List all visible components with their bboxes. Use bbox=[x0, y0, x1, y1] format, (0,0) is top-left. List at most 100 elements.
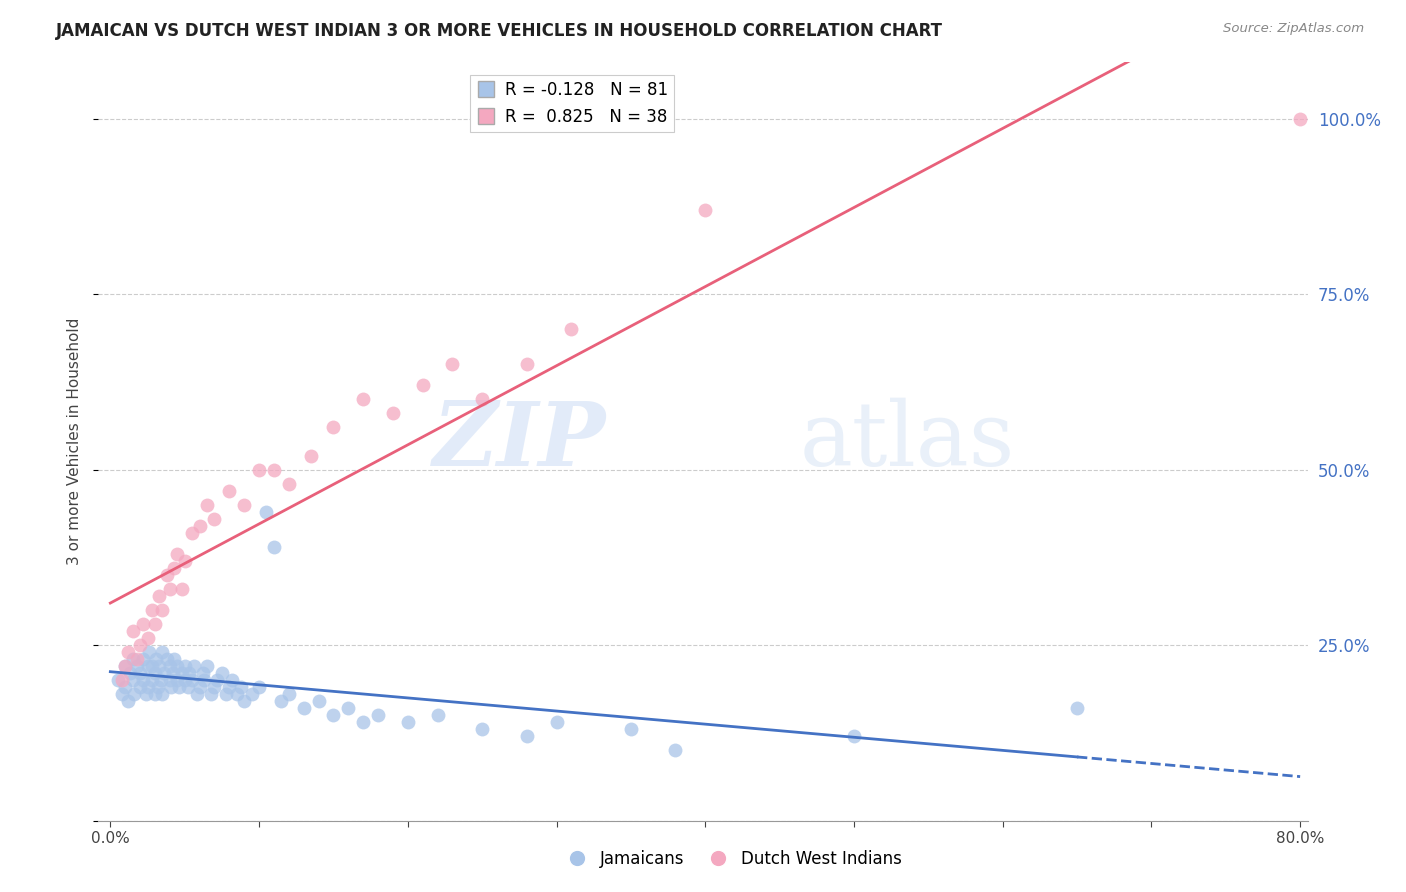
Point bbox=[200, 687, 222, 701]
Point bbox=[163, 561, 186, 575]
Point bbox=[277, 687, 299, 701]
Point bbox=[207, 673, 229, 688]
Point bbox=[441, 357, 464, 371]
Point bbox=[233, 498, 256, 512]
Point bbox=[256, 505, 278, 519]
Point bbox=[204, 680, 226, 694]
Point bbox=[132, 673, 155, 688]
Point bbox=[664, 743, 686, 757]
Point bbox=[141, 673, 163, 688]
Point bbox=[148, 659, 170, 673]
Point bbox=[181, 525, 204, 540]
Point bbox=[263, 462, 285, 476]
Point bbox=[156, 652, 179, 666]
Point bbox=[322, 708, 344, 723]
Point bbox=[150, 603, 173, 617]
Point bbox=[352, 392, 374, 407]
Point bbox=[129, 666, 152, 681]
Point bbox=[127, 652, 149, 666]
Point bbox=[173, 554, 195, 568]
Point bbox=[166, 673, 188, 688]
Point bbox=[176, 680, 198, 694]
Point bbox=[188, 518, 211, 533]
Point bbox=[233, 694, 256, 708]
Point bbox=[160, 680, 183, 694]
Point bbox=[117, 694, 139, 708]
Point bbox=[129, 680, 152, 694]
Point bbox=[516, 730, 538, 744]
Point bbox=[211, 666, 233, 681]
Point bbox=[173, 659, 195, 673]
Point bbox=[122, 687, 145, 701]
Point bbox=[132, 617, 155, 632]
Point bbox=[159, 673, 181, 688]
Point bbox=[136, 680, 159, 694]
Point bbox=[159, 582, 181, 596]
Point bbox=[179, 666, 201, 681]
Point bbox=[471, 392, 494, 407]
Point bbox=[620, 723, 643, 737]
Point bbox=[121, 673, 143, 688]
Point bbox=[170, 666, 193, 681]
Point bbox=[166, 547, 188, 561]
Point bbox=[143, 687, 166, 701]
Point bbox=[191, 666, 214, 681]
Point bbox=[146, 680, 169, 694]
Point bbox=[107, 673, 129, 688]
Point bbox=[173, 673, 195, 688]
Point bbox=[149, 673, 172, 688]
Point bbox=[166, 659, 188, 673]
Y-axis label: 3 or more Vehicles in Household: 3 or more Vehicles in Household bbox=[67, 318, 83, 566]
Point bbox=[132, 652, 155, 666]
Point bbox=[322, 420, 344, 434]
Point bbox=[186, 687, 208, 701]
Point bbox=[138, 645, 160, 659]
Point bbox=[218, 680, 240, 694]
Point bbox=[215, 687, 238, 701]
Point bbox=[156, 568, 179, 582]
Point bbox=[143, 617, 166, 632]
Point bbox=[167, 680, 190, 694]
Point bbox=[117, 645, 139, 659]
Point bbox=[183, 659, 205, 673]
Point bbox=[560, 322, 582, 336]
Point bbox=[181, 673, 204, 688]
Point bbox=[135, 687, 157, 701]
Text: JAMAICAN VS DUTCH WEST INDIAN 3 OR MORE VEHICLES IN HOUSEHOLD CORRELATION CHART: JAMAICAN VS DUTCH WEST INDIAN 3 OR MORE … bbox=[56, 22, 943, 40]
Point bbox=[121, 624, 143, 639]
Point bbox=[247, 462, 270, 476]
Point bbox=[111, 687, 134, 701]
Point bbox=[352, 715, 374, 730]
Point bbox=[143, 666, 166, 681]
Point bbox=[127, 659, 149, 673]
Point bbox=[842, 730, 865, 744]
Point bbox=[170, 582, 193, 596]
Point bbox=[1066, 701, 1088, 715]
Point bbox=[118, 666, 141, 681]
Point bbox=[263, 540, 285, 554]
Point bbox=[218, 483, 240, 498]
Point bbox=[308, 694, 330, 708]
Legend: Jamaicans, Dutch West Indians: Jamaicans, Dutch West Indians bbox=[554, 844, 908, 875]
Point bbox=[141, 659, 163, 673]
Point bbox=[221, 673, 243, 688]
Point bbox=[1289, 112, 1312, 126]
Point bbox=[412, 378, 434, 392]
Text: atlas: atlas bbox=[800, 398, 1015, 485]
Point bbox=[195, 498, 218, 512]
Point bbox=[225, 687, 247, 701]
Legend: R = -0.128   N = 81, R =  0.825   N = 38: R = -0.128 N = 81, R = 0.825 N = 38 bbox=[470, 75, 675, 132]
Point bbox=[153, 666, 176, 681]
Point bbox=[270, 694, 292, 708]
Point bbox=[195, 659, 218, 673]
Point bbox=[114, 659, 136, 673]
Point bbox=[129, 638, 152, 652]
Point bbox=[136, 659, 159, 673]
Point bbox=[150, 687, 173, 701]
Point bbox=[163, 652, 186, 666]
Point bbox=[145, 652, 167, 666]
Point bbox=[396, 715, 419, 730]
Point bbox=[367, 708, 389, 723]
Text: Source: ZipAtlas.com: Source: ZipAtlas.com bbox=[1223, 22, 1364, 36]
Point bbox=[516, 357, 538, 371]
